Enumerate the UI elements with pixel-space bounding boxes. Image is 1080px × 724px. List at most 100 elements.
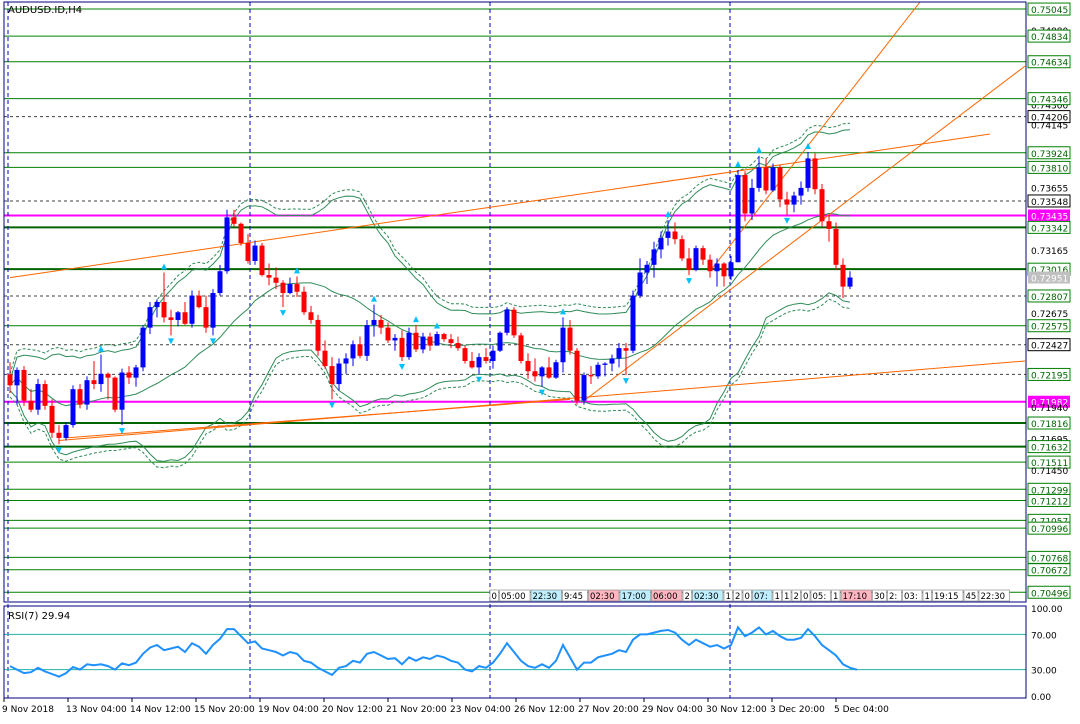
price-label: 0.71816 [1027,416,1071,430]
price-label-box [1027,110,1071,124]
session-tag-box [810,589,831,602]
candle [756,155,762,192]
candle-body [812,158,818,190]
candle-body [168,317,174,320]
price-label-box [1027,493,1071,507]
session-tag: 30 [872,589,887,602]
candle [231,209,237,227]
price-label-text: 0.70672 [1031,567,1068,577]
price-label: 0.71632 [1027,440,1071,454]
price-label-text: 0.72807 [1031,293,1068,303]
candle-body [609,358,615,364]
candle-body [63,425,69,438]
candle-body [245,243,251,261]
candle-body [182,312,188,324]
session-tag-text: 06:00 [653,592,678,602]
candle [203,295,209,333]
price-label-text: 0.70496 [1031,589,1068,599]
session-tag-text: 0 [745,592,750,602]
candle [735,169,741,263]
candle [805,152,811,192]
candle [707,254,713,278]
candle-body [826,221,832,229]
session-tag-text: 0 [492,592,497,602]
fractal-down-arrow [623,378,629,385]
session-tag-text: 03: [904,592,918,602]
price-label-box [1027,319,1071,333]
candle [259,243,265,277]
candle-body [553,362,559,378]
candle-body [28,400,34,410]
rsi-level-label: 70.00 [1031,631,1057,641]
time-label: 27 Nov 20:00 [578,705,639,715]
candle [623,343,629,376]
candle [308,305,314,324]
candle-body [567,327,573,351]
price-label-box [1027,416,1071,430]
price-label-text: 0.74834 [1031,33,1068,43]
candle [105,372,111,400]
candle [112,376,118,413]
price-label-text: 0.72195 [1031,371,1068,381]
price-label: 0.71212 [1027,493,1071,507]
candle [812,153,818,195]
candle [784,191,790,215]
candle-body [497,332,503,351]
session-tag-text: 2 [735,592,740,602]
session-tag-text: 17:00 [622,592,647,602]
price-label: 0.71982 [1028,395,1070,409]
session-tag: 19:15 [932,589,964,602]
session-tag: 2 [791,589,801,602]
candle-body [161,302,167,318]
candle-body [490,350,496,361]
time-label: 3 Dec 20:00 [770,705,825,715]
candle [56,425,62,445]
candle [448,334,454,349]
session-tag: 22:30 [978,589,1010,602]
candle-body [679,239,685,259]
candle-body [637,272,643,296]
fractal-up-arrow [371,295,377,302]
candle-body [476,357,482,368]
fractal-down-arrow [476,376,482,383]
session-tag-box [692,589,724,602]
bollinger-lower [9,292,851,462]
candle [455,336,461,351]
candle [147,302,153,335]
rsi-level-label: 0.00 [1031,693,1051,703]
candle [392,334,398,351]
candle-body [672,231,678,240]
price-label-text: 0.74145 [1031,121,1068,131]
price-label: 0.71511 [1027,455,1071,469]
candle-body [322,350,328,367]
session-tag: 1 [772,589,782,602]
session-tag-text: 0 [803,592,808,602]
session-tag: 2 [733,589,743,602]
candle-body [651,249,657,265]
trend-line [58,360,1026,441]
session-tag-box [619,589,651,602]
candle [581,372,587,405]
candle-body [7,374,13,386]
candle-body [378,319,384,328]
candle [700,245,706,265]
candle [833,222,839,270]
price-label-text: 0.73548 [1031,198,1068,208]
candle [406,327,412,360]
candle [798,181,804,205]
candle [497,331,503,352]
candle-body [287,284,293,294]
candle-body [714,263,720,272]
candle-body [616,348,622,359]
candle-body [518,335,524,361]
candle [329,357,335,400]
fractal-up-arrow [756,146,762,153]
session-tag: 05:00 [499,589,531,602]
candle [490,345,496,369]
candle-body [266,275,272,278]
candle-body [259,245,265,276]
candle-body [413,332,419,350]
session-tag: 1 [723,589,733,602]
candle [28,389,34,413]
